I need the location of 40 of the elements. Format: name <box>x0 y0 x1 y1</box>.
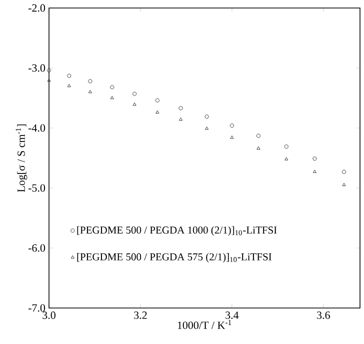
point <box>256 146 260 150</box>
point <box>88 90 92 94</box>
point <box>178 118 183 121</box>
x-tick-label: 3.6 <box>317 312 330 319</box>
point <box>155 98 160 102</box>
y-tick-label: -4.0 <box>28 124 46 132</box>
point <box>67 74 72 78</box>
point <box>132 92 137 96</box>
point <box>230 136 234 139</box>
x-tick-label: 3.2 <box>134 312 147 319</box>
point <box>230 124 234 128</box>
point <box>256 134 261 138</box>
point <box>204 114 209 119</box>
point <box>312 156 317 161</box>
legend-label: [PEGDME 500 / PEGDA 1000 (2/1)]$_{10}$-LiTFSI <box>77 226 277 236</box>
point <box>110 85 114 90</box>
x-axis-title: 1000/T / K$^{-1}$ <box>178 320 232 330</box>
point <box>204 126 209 130</box>
y-tick-label: -2.0 <box>28 4 46 12</box>
point <box>132 102 136 106</box>
y-tick-label: -7.0 <box>28 304 46 312</box>
point <box>178 106 183 110</box>
point <box>47 78 51 82</box>
y-axis-title: Log[σ / S cm$^{-1}$] <box>16 124 28 192</box>
y-tick-label: -5.0 <box>28 184 46 192</box>
point <box>67 84 71 88</box>
point <box>342 182 346 186</box>
point <box>156 110 160 114</box>
point <box>312 170 317 173</box>
point <box>46 68 52 72</box>
y-tick-label: -3.0 <box>28 64 46 72</box>
point <box>88 79 92 84</box>
point <box>110 96 114 100</box>
x-tick-label: 3.4 <box>226 312 239 319</box>
y-tick-label: -6.0 <box>28 244 46 252</box>
point <box>342 170 346 174</box>
point <box>284 157 288 160</box>
legend-label: [PEGDME 500 / PEGDA 575 (2/1)]$_{10}$-LiTFSI <box>77 253 272 263</box>
point <box>284 144 288 149</box>
x-tick-label: 3.0 <box>42 312 56 319</box>
